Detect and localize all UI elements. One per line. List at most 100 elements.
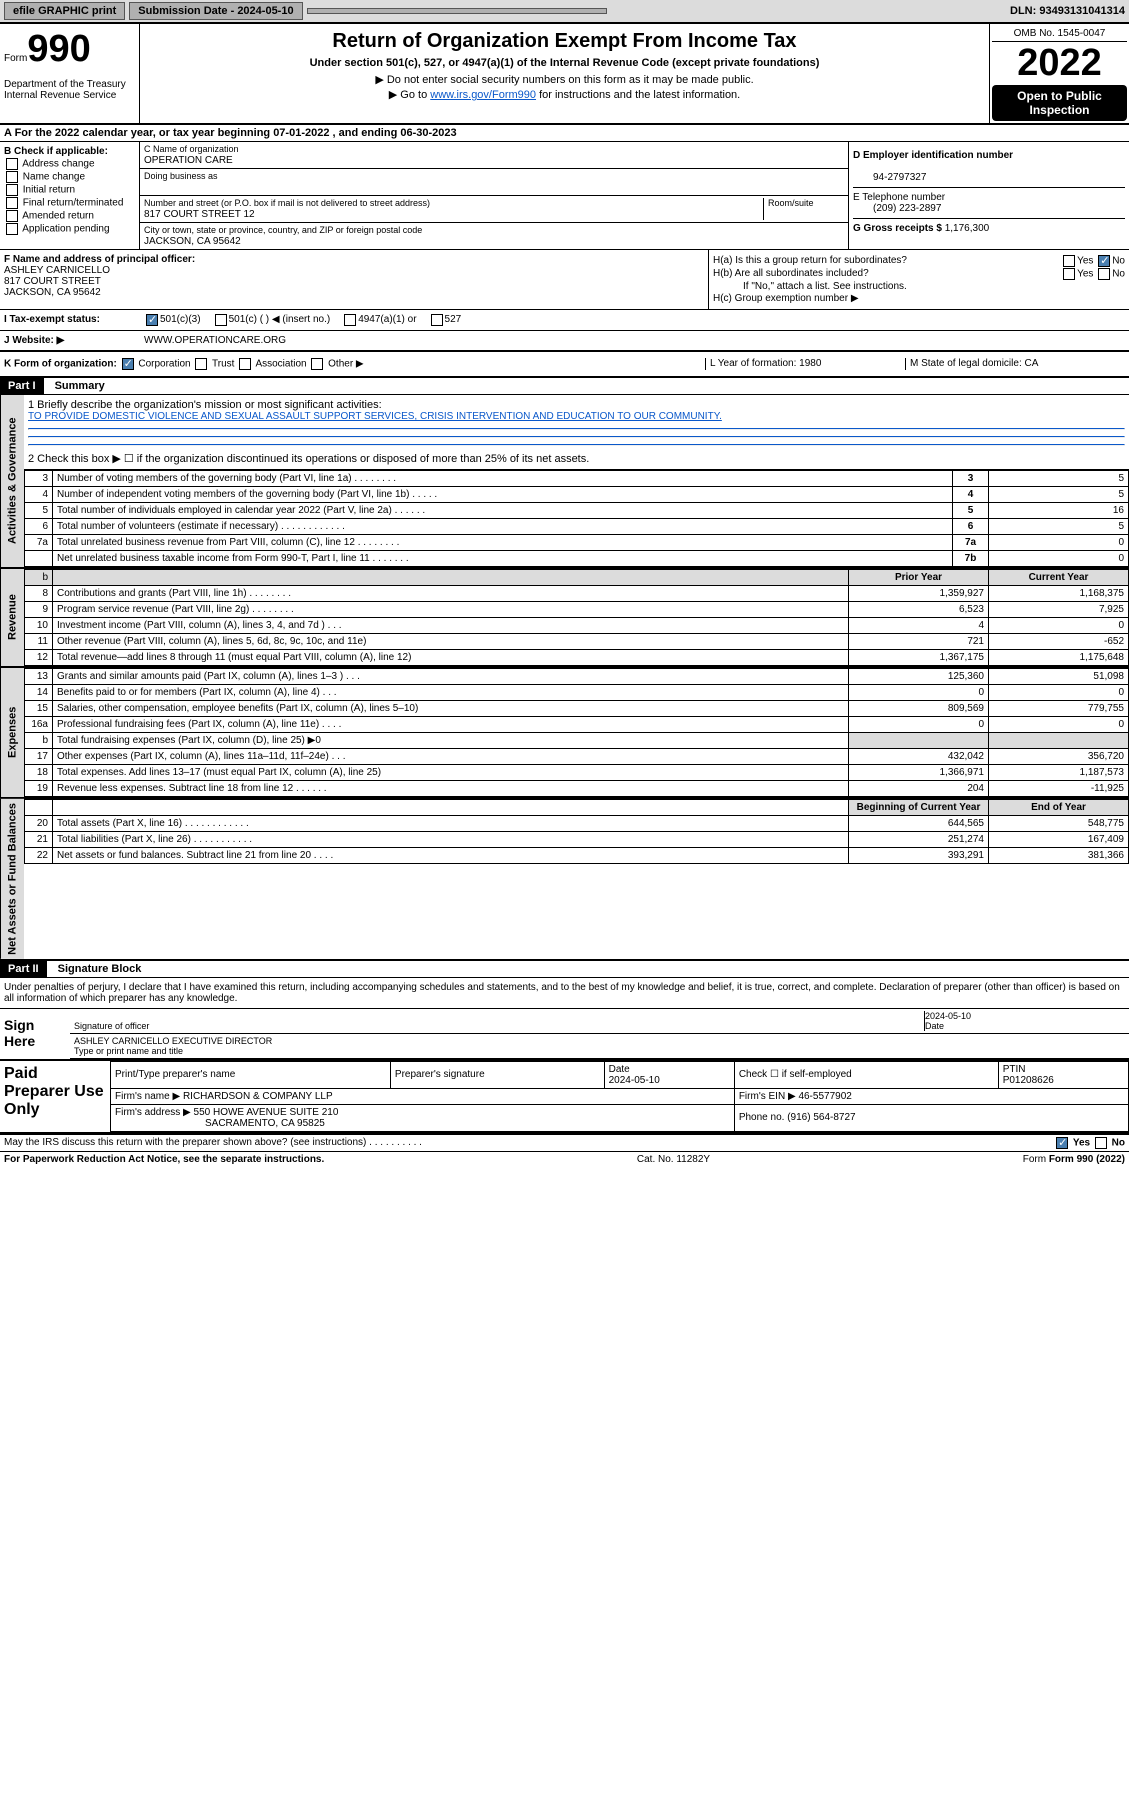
col-C: C Name of organizationOPERATION CARE Doi… xyxy=(140,142,849,249)
col-B: B Check if applicable: Address change Na… xyxy=(0,142,140,249)
cb-corp[interactable] xyxy=(122,358,134,370)
phone-value: (209) 223-2897 xyxy=(853,203,941,214)
cb-other[interactable] xyxy=(311,358,323,370)
prep-phone: (916) 564-8727 xyxy=(787,1112,855,1123)
F-label: F Name and address of principal officer: xyxy=(4,254,195,265)
part2-badge: Part II xyxy=(0,961,47,977)
note2-pre: ▶ Go to xyxy=(389,89,430,101)
J-label: J Website: ▶ xyxy=(4,335,144,346)
preparer-block: Paid Preparer Use Only Print/Type prepar… xyxy=(0,1059,1129,1134)
officer-addr2: JACKSON, CA 95642 xyxy=(4,287,101,298)
prep-date-hdr: Date xyxy=(609,1064,630,1075)
org-name: OPERATION CARE xyxy=(144,155,233,166)
cb-initial-return[interactable]: Initial return xyxy=(4,184,135,196)
col-H: H(a) Is this a group return for subordin… xyxy=(709,250,1129,309)
row-K: K Form of organization: Corporation Trus… xyxy=(0,352,1129,378)
inspection-badge: Open to Public Inspection xyxy=(992,85,1127,121)
header-left: Form 990 Department of the Treasury Inte… xyxy=(0,24,140,123)
omb-number: OMB No. 1545-0047 xyxy=(992,26,1127,42)
summary-revenue: Revenue bPrior YearCurrent Year8Contribu… xyxy=(0,567,1129,666)
cb-app-pending[interactable]: Application pending xyxy=(4,223,135,235)
form-header: Form 990 Department of the Treasury Inte… xyxy=(0,24,1129,125)
cb-discuss-yes[interactable] xyxy=(1056,1137,1068,1149)
page-footer: For Paperwork Reduction Act Notice, see … xyxy=(0,1151,1129,1167)
efile-button[interactable]: efile GRAPHIC print xyxy=(4,2,125,20)
ein-label: D Employer identification number xyxy=(853,150,1013,161)
note2-post: for instructions and the latest informat… xyxy=(536,89,740,101)
cb-assoc[interactable] xyxy=(239,358,251,370)
side-netassets: Net Assets or Fund Balances xyxy=(0,799,24,959)
cb-501c3[interactable] xyxy=(146,314,158,326)
I-label: I Tax-exempt status: xyxy=(4,314,144,326)
cb-discuss-no[interactable] xyxy=(1095,1137,1107,1149)
gross-label: G Gross receipts $ xyxy=(853,223,942,234)
side-revenue: Revenue xyxy=(0,569,24,666)
line1-label: 1 Briefly describe the organization's mi… xyxy=(28,399,1125,411)
cb-final-return[interactable]: Final return/terminated xyxy=(4,197,135,209)
officer-printed-name: ASHLEY CARNICELLO EXECUTIVE DIRECTOR xyxy=(74,1036,272,1046)
gross-receipts: 1,176,300 xyxy=(945,223,990,234)
street-address: 817 COURT STREET 12 xyxy=(144,209,255,220)
row-I: I Tax-exempt status: 501(c)(3) 501(c) ( … xyxy=(0,310,1129,331)
header-subtitle: Under section 501(c), 527, or 4947(a)(1)… xyxy=(146,57,983,69)
prep-name-hdr: Print/Type preparer's name xyxy=(111,1061,391,1088)
Ha-label: H(a) Is this a group return for subordin… xyxy=(713,255,907,267)
irs-link[interactable]: www.irs.gov/Form990 xyxy=(430,89,536,101)
part2-title: Signature Block xyxy=(58,963,142,975)
cb-4947[interactable] xyxy=(344,314,356,326)
summary-expenses: Expenses 13Grants and similar amounts pa… xyxy=(0,666,1129,797)
preparer-label: Paid Preparer Use Only xyxy=(0,1061,110,1132)
discuss-text: May the IRS discuss this return with the… xyxy=(4,1137,422,1149)
row-BCD: B Check if applicable: Address change Na… xyxy=(0,142,1129,250)
cb-name-change[interactable]: Name change xyxy=(4,171,135,183)
cb-trust[interactable] xyxy=(195,358,207,370)
cb-527[interactable] xyxy=(431,314,443,326)
cb-amended[interactable]: Amended return xyxy=(4,210,135,222)
dba-label: Doing business as xyxy=(144,171,218,181)
summary-netassets: Net Assets or Fund Balances Beginning of… xyxy=(0,797,1129,961)
header-center: Return of Organization Exempt From Incom… xyxy=(140,24,989,123)
part1-badge: Part I xyxy=(0,378,44,394)
sig-date: 2024-05-10 xyxy=(925,1011,971,1021)
website-url[interactable]: WWW.OPERATIONCARE.ORG xyxy=(144,335,286,346)
cb-501c[interactable] xyxy=(215,314,227,326)
header-right: OMB No. 1545-0047 2022 Open to Public In… xyxy=(989,24,1129,123)
opt-assoc: Association xyxy=(255,359,306,370)
C-name-label: C Name of organization xyxy=(144,144,239,154)
side-governance: Activities & Governance xyxy=(0,395,24,567)
col-F: F Name and address of principal officer:… xyxy=(0,250,709,309)
Hc-label: H(c) Group exemption number ▶ xyxy=(713,293,859,304)
preparer-table: Print/Type preparer's name Preparer's si… xyxy=(110,1061,1129,1132)
prep-self-emp: Check ☐ if self-employed xyxy=(734,1061,998,1088)
form-title: Return of Organization Exempt From Incom… xyxy=(146,30,983,53)
officer-addr1: 817 COURT STREET xyxy=(4,276,101,287)
Ha-no: No xyxy=(1112,256,1125,267)
type-name-label: Type or print name and title xyxy=(74,1046,183,1056)
discuss-row: May the IRS discuss this return with the… xyxy=(0,1134,1129,1151)
submission-date: Submission Date - 2024-05-10 xyxy=(129,2,302,20)
opt-501c: 501(c) ( ) ◀ (insert no.) xyxy=(229,314,331,326)
section-A: A For the 2022 calendar year, or tax yea… xyxy=(0,125,1129,142)
phone-label: E Telephone number xyxy=(853,192,945,203)
col-D: D Employer identification number94-27973… xyxy=(849,142,1129,249)
addr-label: Number and street (or P.O. box if mail i… xyxy=(144,198,430,208)
prep-date: 2024-05-10 xyxy=(609,1075,660,1086)
prep-sig-hdr: Preparer's signature xyxy=(390,1061,604,1088)
form-label: Form xyxy=(4,53,27,64)
year-formation: L Year of formation: 1980 xyxy=(705,358,905,370)
side-expenses: Expenses xyxy=(0,668,24,797)
blank-button xyxy=(307,8,607,14)
date-label: Date xyxy=(925,1021,944,1031)
col-CD: C Name of organizationOPERATION CARE Doi… xyxy=(140,142,1129,249)
Hb-note: If "No," attach a list. See instructions… xyxy=(713,281,1125,292)
header-note1: ▶ Do not enter social security numbers o… xyxy=(146,73,983,86)
firm-name-label: Firm's name ▶ xyxy=(115,1091,180,1102)
mission-text: TO PROVIDE DOMESTIC VIOLENCE AND SEXUAL … xyxy=(28,411,1125,422)
row-FH: F Name and address of principal officer:… xyxy=(0,250,1129,310)
form-number: 990 xyxy=(27,28,90,71)
line2-text: 2 Check this box ▶ ☐ if the organization… xyxy=(28,452,1125,465)
cb-address-change[interactable]: Address change xyxy=(4,158,135,170)
expenses-table: 13Grants and similar amounts paid (Part … xyxy=(24,668,1129,797)
firm-addr2: SACRAMENTO, CA 95825 xyxy=(115,1118,325,1129)
officer-name: ASHLEY CARNICELLO xyxy=(4,265,110,276)
